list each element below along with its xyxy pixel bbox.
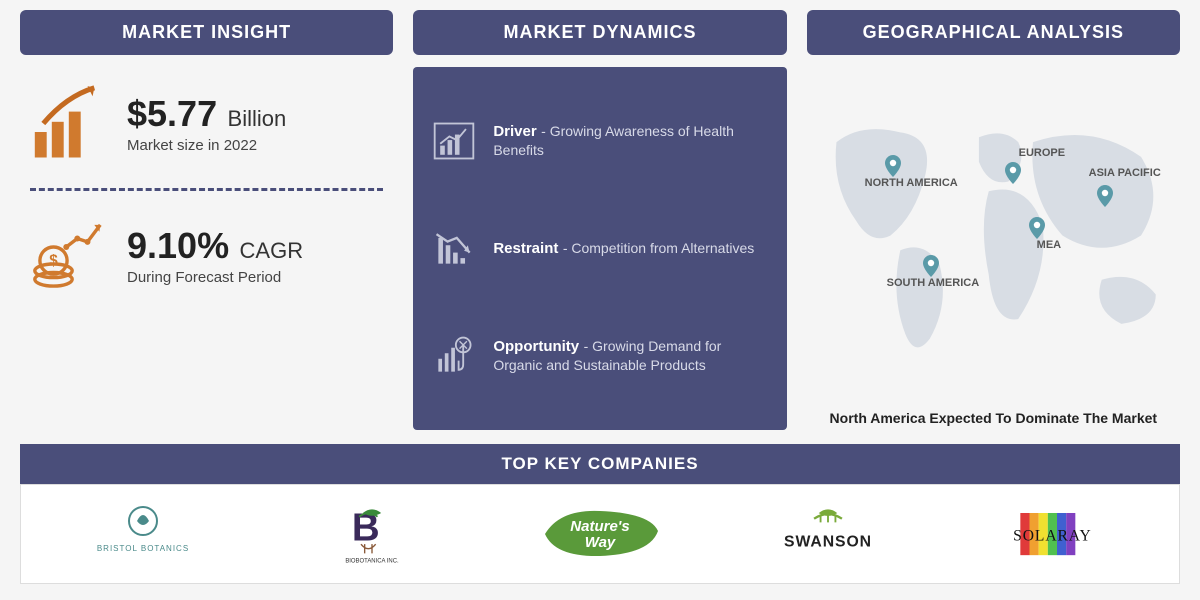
dynamics-restraint: Restraint - Competition from Alternative… (431, 225, 768, 271)
market-size-unit: Billion (228, 106, 287, 131)
driver-label: Driver (493, 123, 536, 140)
dynamics-header: MARKET DYNAMICS (413, 10, 786, 55)
map-pin-icon (1029, 217, 1045, 239)
market-dynamics-column: MARKET DYNAMICS Driver - Growing Awarene… (413, 10, 786, 430)
companies-section: TOP KEY COMPANIES BRISTOL BOTANICS B BIO… (20, 444, 1180, 584)
geo-header: GEOGRAPHICAL ANALYSIS (807, 10, 1180, 55)
company-natures-way: Nature's Way (486, 499, 714, 569)
map-pin-icon (923, 255, 939, 277)
svg-text:SOLARAY: SOLARAY (1013, 527, 1092, 544)
svg-text:$: $ (49, 253, 58, 270)
restraint-text: Restraint - Competition from Alternative… (493, 239, 754, 258)
region-label: NORTH AMERICA (865, 177, 958, 189)
touch-icon (431, 333, 477, 379)
cagr-text: 9.10% CAGR During Forecast Period (127, 225, 385, 286)
insight-divider (30, 188, 383, 191)
companies-row: BRISTOL BOTANICS B BIOBOTANICA INC. Natu… (20, 484, 1180, 584)
market-size-sub: Market size in 2022 (127, 137, 385, 154)
region-label: MEA (1037, 239, 1061, 251)
market-size-metric: $5.77 Billion Market size in 2022 (20, 67, 393, 180)
market-size-text: $5.77 Billion Market size in 2022 (127, 93, 385, 154)
opportunity-text: Opportunity - Growing Demand for Organic… (493, 337, 768, 375)
region-label: SOUTH AMERICA (887, 277, 979, 289)
coins-trend-icon: $ (28, 213, 113, 298)
insight-header: MARKET INSIGHT (20, 10, 393, 55)
market-size-value: $5.77 (127, 93, 217, 134)
company-swanson: SWANSON (714, 499, 942, 569)
dynamics-driver: Driver - Growing Awareness of Health Ben… (431, 118, 768, 164)
chart-up-icon (431, 118, 477, 164)
svg-text:SWANSON: SWANSON (784, 533, 872, 550)
chart-down-icon (431, 225, 477, 271)
cagr-unit: CAGR (240, 238, 304, 263)
geographical-column: GEOGRAPHICAL ANALYSIS NORTH AMERICA EUROP… (807, 10, 1180, 430)
bar-arrow-up-icon (28, 81, 113, 166)
dynamics-body: Driver - Growing Awareness of Health Ben… (413, 67, 786, 430)
market-insight-column: MARKET INSIGHT $5.77 Billion (20, 10, 393, 430)
map-pin-icon (885, 155, 901, 177)
companies-header: TOP KEY COMPANIES (20, 444, 1180, 484)
driver-text: Driver - Growing Awareness of Health Ben… (493, 122, 768, 160)
company-bristol-botanics: BRISTOL BOTANICS (29, 499, 257, 569)
map-pin-icon (1097, 185, 1113, 207)
opportunity-label: Opportunity (493, 338, 579, 355)
region-label: ASIA PACIFIC (1089, 167, 1161, 179)
dynamics-opportunity: Opportunity - Growing Demand for Organic… (431, 333, 768, 379)
company-solaray: SOLARAY (943, 499, 1171, 569)
company-biobotanica: B BIOBOTANICA INC. (257, 499, 485, 569)
cagr-sub: During Forecast Period (127, 269, 385, 286)
cagr-value: 9.10% (127, 225, 229, 266)
svg-text:BIOBOTANICA INC.: BIOBOTANICA INC. (345, 558, 399, 564)
insight-body: $5.77 Billion Market size in 2022 $ (20, 67, 393, 430)
svg-text:BRISTOL BOTANICS: BRISTOL BOTANICS (97, 544, 189, 553)
geo-footer: North America Expected To Dominate The M… (807, 404, 1180, 430)
region-label: EUROPE (1019, 147, 1065, 159)
top-row: MARKET INSIGHT $5.77 Billion (20, 10, 1180, 430)
svg-text:Nature's: Nature's (570, 518, 629, 535)
svg-text:Way: Way (585, 534, 616, 551)
world-map-svg (807, 67, 1180, 404)
map-pin-icon (1005, 162, 1021, 184)
geo-body: NORTH AMERICA EUROPE ASIA PACIFIC MEA SOUTH … (807, 67, 1180, 430)
world-map: NORTH AMERICA EUROPE ASIA PACIFIC MEA SOUTH … (807, 67, 1180, 404)
restraint-label: Restraint (493, 240, 558, 257)
cagr-metric: $ 9.10% CAGR During Forecast Period (20, 199, 393, 312)
restraint-desc: Competition from Alternatives (571, 240, 754, 256)
